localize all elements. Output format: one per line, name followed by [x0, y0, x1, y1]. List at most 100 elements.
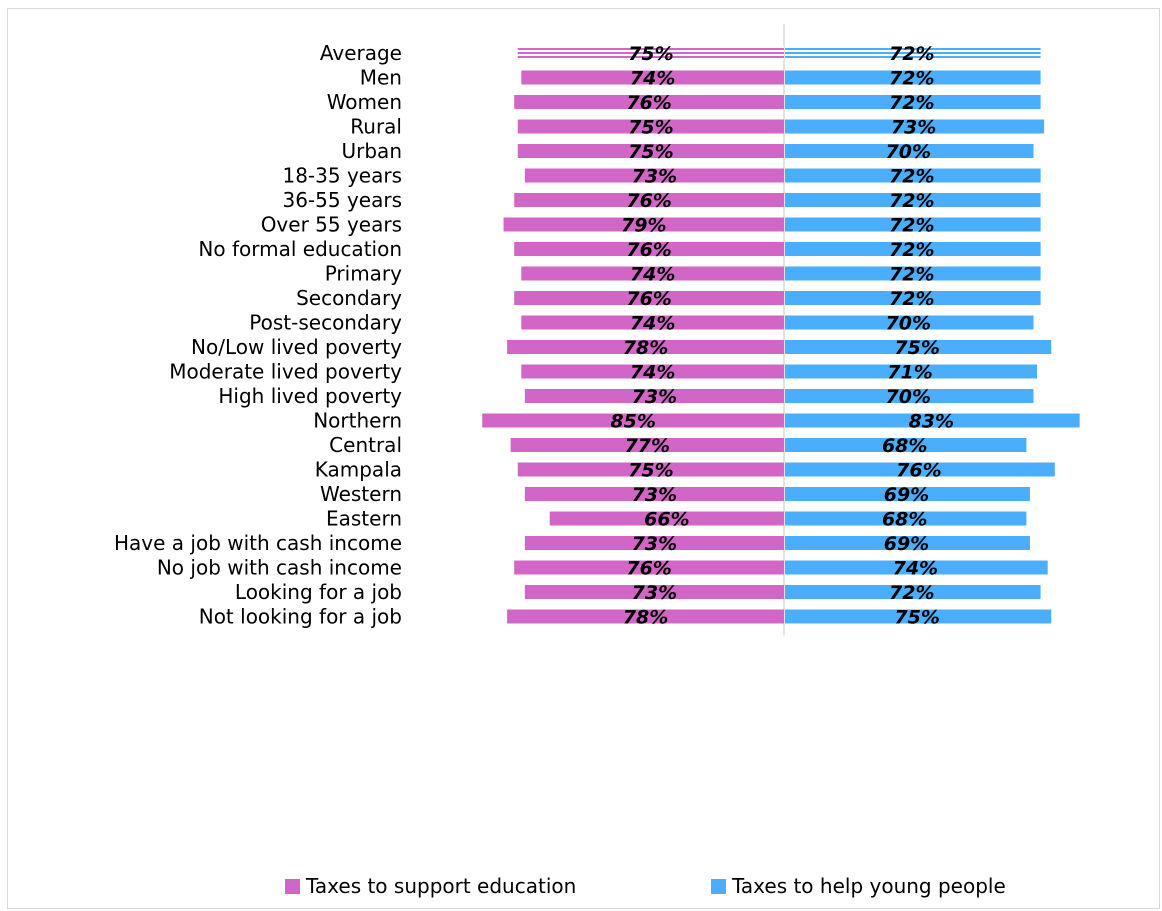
- bar-young-primary: [785, 266, 1041, 281]
- value-label-education-men: 74%: [630, 68, 675, 90]
- category-label-average: Average: [320, 41, 402, 65]
- value-label-education-no-job-with-cash-income: 76%: [626, 558, 671, 580]
- value-label-young-looking-for-a-job: 72%: [889, 582, 934, 604]
- legend-item-education: Taxes to support education: [285, 870, 576, 902]
- category-label-men: Men: [360, 66, 402, 90]
- legend: Taxes to support education Taxes to help…: [0, 870, 1162, 902]
- bar-young-men: [785, 70, 1041, 85]
- bar-young-over-55-years: [785, 217, 1041, 232]
- value-label-education-over-55-years: 79%: [621, 215, 666, 237]
- value-label-education-northern: 85%: [610, 411, 655, 433]
- value-label-young-36-55-years: 72%: [889, 190, 934, 212]
- bar-education-post-secondary: [521, 315, 784, 330]
- bar-young-moderate-lived-poverty: [785, 364, 1038, 379]
- value-label-education-kampala: 75%: [628, 460, 673, 482]
- bar-young-western: [785, 487, 1030, 501]
- value-label-education-central: 77%: [625, 435, 670, 457]
- bar-education-urban: [517, 144, 784, 158]
- diverging-bar-chart: Average 75% 72%Men 74% 72%Women 76% 72%Rural 75…: [114, 24, 1080, 636]
- bar-education-secondary: [514, 291, 784, 305]
- value-label-young-no-low-lived-poverty: 75%: [894, 337, 939, 359]
- bar-young-18-35-years: [785, 168, 1041, 183]
- category-label-secondary: Secondary: [296, 286, 402, 310]
- category-label-high-lived-poverty: High lived poverty: [218, 384, 402, 408]
- category-label-kampala: Kampala: [315, 458, 402, 482]
- bar-young-have-a-job-with-cash-income: [785, 536, 1030, 550]
- value-label-education-eastern: 66%: [644, 509, 689, 531]
- value-label-young-not-looking-for-a-job: 75%: [894, 607, 939, 629]
- value-label-young-average: 72%: [889, 43, 934, 65]
- value-label-young-northern: 83%: [909, 411, 954, 433]
- bar-young-kampala: [785, 462, 1055, 477]
- bar-education-over-55-years: [503, 217, 784, 232]
- value-label-young-primary: 72%: [889, 264, 934, 286]
- bar-young-not-looking-for-a-job: [785, 609, 1052, 624]
- bar-young-36-55-years: [785, 193, 1041, 207]
- bar-young-no-formal-education: [785, 242, 1041, 256]
- category-label-not-looking-for-a-job: Not looking for a job: [199, 605, 402, 629]
- legend-label-young: Taxes to help young people: [732, 874, 1006, 898]
- chart-frame: [7, 8, 1160, 909]
- bar-education-no-formal-education: [514, 242, 784, 256]
- category-label-no-formal-education: No formal education: [198, 237, 402, 261]
- bar-education-women: [514, 95, 784, 109]
- category-label-central: Central: [329, 433, 402, 457]
- bar-education-men: [521, 70, 784, 85]
- value-label-young-post-secondary: 70%: [886, 313, 931, 335]
- category-label-have-a-job-with-cash-income: Have a job with cash income: [114, 531, 402, 555]
- bar-young-post-secondary: [785, 315, 1034, 330]
- bar-young-northern: [785, 413, 1080, 428]
- category-label-looking-for-a-job: Looking for a job: [235, 580, 402, 604]
- value-label-education-urban: 75%: [628, 141, 673, 163]
- value-label-young-rural: 73%: [891, 117, 936, 139]
- category-label-no-job-with-cash-income: No job with cash income: [157, 556, 402, 580]
- value-label-education-18-35-years: 73%: [632, 166, 677, 188]
- bar-education-18-35-years: [524, 168, 784, 183]
- bar-young-eastern: [785, 511, 1027, 526]
- category-label-western: Western: [320, 482, 402, 506]
- value-label-young-18-35-years: 72%: [889, 166, 934, 188]
- bar-education-moderate-lived-poverty: [521, 364, 784, 379]
- bar-education-eastern: [549, 511, 784, 526]
- value-label-education-western: 73%: [632, 484, 677, 506]
- bar-education-have-a-job-with-cash-income: [524, 536, 784, 550]
- bar-young-urban: [785, 144, 1034, 158]
- legend-label-education: Taxes to support education: [306, 874, 577, 898]
- bar-young-secondary: [785, 291, 1041, 305]
- bar-education-no-low-lived-poverty: [507, 340, 784, 354]
- value-label-education-rural: 75%: [628, 117, 673, 139]
- bar-education-36-55-years: [514, 193, 784, 207]
- category-label-eastern: Eastern: [326, 507, 402, 531]
- bar-education-kampala: [517, 462, 784, 477]
- bar-young-no-low-lived-poverty: [785, 340, 1052, 354]
- labels-layer: Average 75% 72%Men 74% 72%Women 76% 72%Rural 75…: [114, 41, 954, 629]
- bar-young-women: [785, 95, 1041, 109]
- bar-education-central: [510, 438, 784, 452]
- bar-education-looking-for-a-job: [524, 585, 784, 599]
- bar-education-high-lived-poverty: [524, 389, 784, 403]
- bar-education-northern: [482, 413, 784, 428]
- bar-education-no-job-with-cash-income: [514, 560, 784, 575]
- bar-young-rural: [785, 119, 1045, 134]
- bar-young-no-job-with-cash-income: [785, 560, 1048, 575]
- category-label-over-55-years: Over 55 years: [261, 213, 402, 237]
- value-label-education-not-looking-for-a-job: 78%: [623, 607, 668, 629]
- value-label-young-urban: 70%: [886, 141, 931, 163]
- value-label-education-looking-for-a-job: 73%: [632, 582, 677, 604]
- category-label-primary: Primary: [325, 262, 402, 286]
- bar-education-rural: [517, 119, 784, 134]
- bar-young-high-lived-poverty: [785, 389, 1034, 403]
- category-label-urban: Urban: [342, 139, 403, 163]
- value-label-young-no-formal-education: 72%: [889, 239, 934, 261]
- value-label-young-central: 68%: [882, 435, 927, 457]
- value-label-young-kampala: 76%: [896, 460, 941, 482]
- bar-education-average: [517, 46, 784, 60]
- value-label-education-secondary: 76%: [626, 288, 671, 310]
- value-label-young-men: 72%: [889, 68, 934, 90]
- value-label-young-high-lived-poverty: 70%: [886, 386, 931, 408]
- value-label-education-post-secondary: 74%: [630, 313, 675, 335]
- value-label-young-secondary: 72%: [889, 288, 934, 310]
- value-label-education-moderate-lived-poverty: 74%: [630, 362, 675, 384]
- value-label-young-western: 69%: [884, 484, 929, 506]
- value-label-young-eastern: 68%: [882, 509, 927, 531]
